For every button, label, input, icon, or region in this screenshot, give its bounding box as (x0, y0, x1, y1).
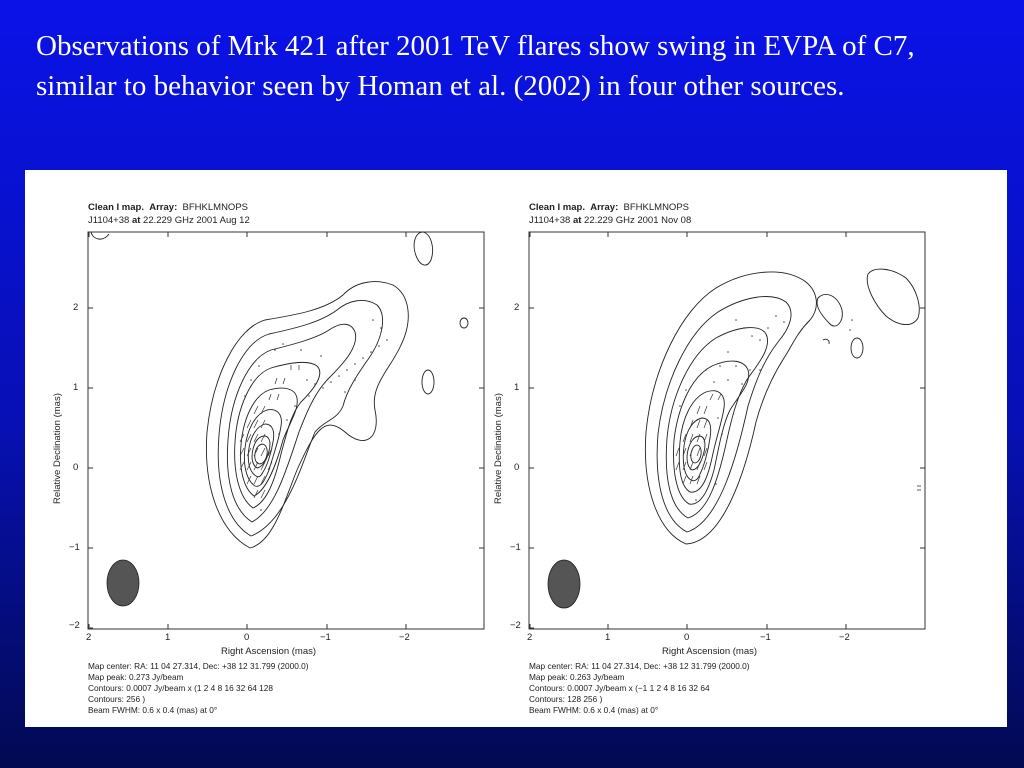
figure-panel: Clean I map. Array: BFHKLMNOPS J1104+38 … (25, 170, 1007, 727)
footer-line: Beam FWHM: 0.6 x 0.4 (mas) at 0° (88, 705, 218, 715)
x-tick-label: 2 (527, 632, 533, 643)
contour-map-nov (528, 231, 926, 630)
intensity-contours (644, 268, 920, 545)
x-tick-label: 1 (165, 632, 171, 643)
map-header: Clean I map. Array: BFHKLMNOPS (88, 202, 248, 213)
y-tick-label: 2 (73, 302, 79, 313)
x-tick-label: −2 (399, 632, 410, 643)
footer-line: Map center: RA: 11 04 27.314, Dec: +38 1… (529, 661, 750, 671)
footer-line: Contours: 0.0007 Jy/beam x (−1 1 2 4 8 1… (529, 683, 710, 693)
footer-line: Contours: 128 256 ) (529, 694, 603, 704)
y-tick-label: −2 (510, 620, 521, 631)
polarization-dots (679, 315, 853, 501)
footer-line: Beam FWHM: 0.6 x 0.4 (mas) at 0° (529, 705, 659, 715)
map-source-line: J1104+38 at 22.229 GHz 2001 Aug 12 (88, 215, 250, 226)
x-tick-label: 0 (244, 632, 250, 643)
y-tick-label: 1 (73, 382, 79, 393)
footer-line: Map peak: 0.263 Jy/beam (529, 672, 625, 682)
x-axis-label: Right Ascension (mas) (221, 646, 317, 657)
vlbi-map-nov: Clean I map. Array: BFHKLMNOPS J1104+38 … (466, 170, 956, 727)
vlbi-map-aug: Clean I map. Array: BFHKLMNOPS J1104+38 … (25, 170, 515, 727)
footer-line: Contours: 256 ) (88, 694, 146, 704)
y-tick-label: −1 (510, 542, 521, 553)
footer-line: Map peak: 0.273 Jy/beam (88, 672, 184, 682)
y-axis-label: Relative Declination (mas) (493, 393, 504, 504)
x-tick-label: −1 (760, 632, 771, 643)
map-source-line: J1104+38 at 22.229 GHz 2001 Nov 08 (529, 215, 692, 226)
beam-ellipse (547, 559, 581, 609)
polarization-dots (244, 319, 388, 511)
footer-line: Contours: 0.0007 Jy/beam x (1 2 4 8 16 3… (88, 683, 273, 693)
slide-title: Observations of Mrk 421 after 2001 TeV f… (36, 30, 915, 102)
y-tick-label: 0 (73, 462, 79, 473)
x-tick-label: 1 (605, 632, 611, 643)
contour-map-aug (87, 231, 485, 630)
x-tick-label: 0 (684, 632, 690, 643)
y-tick-label: 2 (514, 302, 520, 313)
y-tick-label: −1 (69, 542, 80, 553)
x-tick-label: 2 (86, 632, 92, 643)
polarization-vectors (239, 365, 300, 499)
polarization-vectors (675, 393, 722, 485)
x-tick-label: −1 (320, 632, 331, 643)
x-tick-label: −2 (839, 632, 850, 643)
map-header: Clean I map. Array: BFHKLMNOPS (529, 202, 689, 213)
footer-line: Map center: RA: 11 04 27.314, Dec: +38 1… (88, 661, 309, 671)
y-tick-label: 1 (514, 382, 520, 393)
y-tick-label: 0 (514, 462, 520, 473)
beam-ellipse (106, 559, 140, 607)
y-axis-label: Relative Declination (mas) (52, 393, 63, 504)
y-tick-label: −2 (69, 620, 80, 631)
intensity-contours (90, 231, 469, 549)
x-axis-label: Right Ascension (mas) (662, 646, 758, 657)
